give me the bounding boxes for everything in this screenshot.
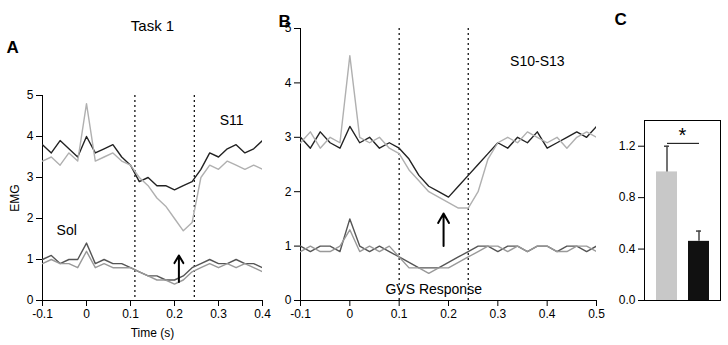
svg-text:0.3: 0.3 (210, 307, 227, 321)
svg-text:0.0: 0.0 (619, 293, 636, 307)
svg-text:0.2: 0.2 (440, 307, 457, 321)
svg-text:1: 1 (285, 239, 292, 253)
svg-text:5: 5 (27, 88, 34, 102)
svg-text:Task 1: Task 1 (131, 17, 174, 34)
svg-text:0: 0 (83, 307, 90, 321)
svg-text:0.5: 0.5 (588, 307, 605, 321)
svg-text:2: 2 (27, 211, 34, 225)
svg-text:0.1: 0.1 (391, 307, 408, 321)
svg-text:0.2: 0.2 (166, 307, 183, 321)
svg-text:4: 4 (27, 129, 34, 143)
svg-text:-0.1: -0.1 (290, 307, 311, 321)
svg-text:0.3: 0.3 (489, 307, 506, 321)
svg-text:1.2: 1.2 (619, 139, 636, 153)
svg-text:-0.1: -0.1 (32, 307, 53, 321)
svg-text:*: * (679, 124, 687, 146)
svg-text:C: C (615, 10, 627, 29)
svg-text:0: 0 (346, 307, 353, 321)
svg-text:4: 4 (285, 76, 292, 90)
svg-text:S10-S13: S10-S13 (510, 53, 565, 69)
svg-text:0: 0 (285, 293, 292, 307)
svg-text:EMG: EMG (8, 184, 22, 211)
svg-text:S11: S11 (220, 112, 244, 128)
svg-text:3: 3 (285, 130, 292, 144)
svg-text:Time (s): Time (s) (131, 326, 175, 340)
svg-text:Sol: Sol (57, 222, 77, 238)
svg-text:B: B (279, 12, 291, 31)
svg-text:2: 2 (285, 185, 292, 199)
svg-text:0.4: 0.4 (254, 307, 271, 321)
svg-text:0.8: 0.8 (619, 190, 636, 204)
svg-text:GVS Response: GVS Response (385, 281, 482, 297)
svg-text:0.4: 0.4 (619, 242, 636, 256)
svg-text:0.4: 0.4 (539, 307, 556, 321)
svg-text:A: A (7, 38, 19, 57)
svg-text:3: 3 (27, 170, 34, 184)
svg-text:0.1: 0.1 (122, 307, 139, 321)
svg-text:0: 0 (27, 293, 34, 307)
svg-text:1: 1 (27, 252, 34, 266)
